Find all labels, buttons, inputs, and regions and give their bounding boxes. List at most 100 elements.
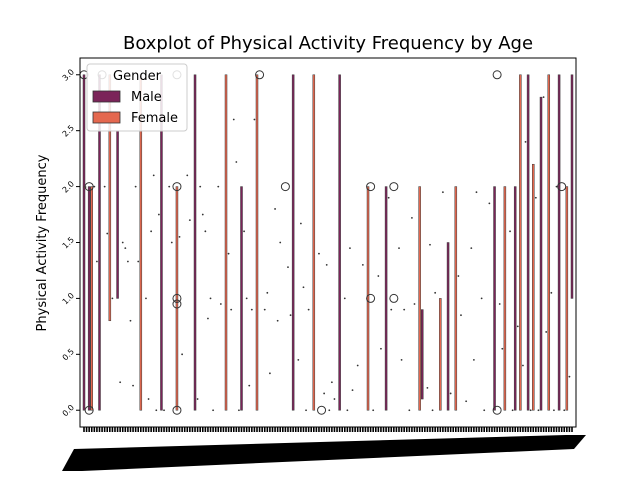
data-point [93,185,96,188]
box [547,74,551,411]
data-point [147,398,150,400]
data-point [178,236,181,238]
data-point [465,400,468,403]
data-point [121,241,124,244]
data-point [181,353,184,356]
data-point [408,409,411,412]
box [446,242,450,411]
data-point [501,347,504,350]
box [175,186,179,411]
data-point [170,241,173,244]
legend: Gender Male Female [86,63,188,132]
data-point [483,409,486,412]
box [420,309,424,400]
data-point [132,384,134,387]
box [224,74,228,411]
data-point [472,359,475,361]
data-point [475,191,478,194]
box [116,130,119,299]
data-point [163,409,165,412]
outlier-marker [317,405,327,415]
outlier-marker [172,182,182,192]
data-point [219,303,222,305]
box [570,74,574,299]
data-point [349,247,351,249]
data-point [460,314,462,317]
legend-label-male: Male [131,90,162,105]
data-point [269,372,271,375]
data-point [238,409,240,412]
data-point [534,196,537,199]
box [519,74,522,411]
data-point [227,252,230,255]
data-point [330,381,333,384]
outlier-marker [172,405,182,415]
data-point [155,409,158,412]
data-point [263,308,266,311]
data-point [279,241,282,244]
box [565,186,569,411]
boxes-layer [82,74,574,411]
x-tick-labels [62,435,586,471]
outlier-marker [84,405,94,415]
data-point [449,392,452,395]
data-point [333,398,336,400]
data-point [545,331,548,333]
data-point [387,196,390,199]
box [255,74,259,411]
data-point [516,325,519,328]
data-point [509,230,511,233]
data-point [403,308,406,311]
data-point [274,208,276,210]
box [539,96,543,411]
outlier-marker [172,293,182,303]
data-point [289,314,292,317]
data-point [287,266,289,268]
data-point [212,409,215,412]
data-point [434,291,437,294]
data-point [568,375,571,378]
x-axis [62,427,586,471]
legend-swatch-male [92,90,121,103]
data-point [542,96,545,99]
data-point [328,409,331,412]
outlier-marker [255,70,265,80]
box [312,74,316,411]
data-point [377,275,380,277]
data-point [245,297,248,300]
dots-layer [93,96,571,412]
outlier-marker [172,299,182,309]
data-point [325,263,328,266]
data-point [343,297,346,300]
box [503,186,507,411]
box [454,186,458,411]
box [193,74,197,411]
data-point [250,308,253,311]
data-point [398,247,400,249]
data-point [248,384,251,387]
data-point [186,174,189,177]
data-point [299,222,302,225]
data-point [302,286,305,289]
data-point [431,409,434,412]
data-point [209,297,212,300]
legend-label-female: Female [131,111,178,126]
data-point [498,303,501,305]
box [366,186,370,411]
data-point [150,230,153,233]
data-point [134,185,137,188]
data-point [129,319,132,322]
data-point [199,185,202,188]
outlier-marker [366,293,376,303]
data-point [145,297,147,300]
outlier-marker [366,182,376,192]
y-axis-label: Physical Activity Frequency [35,154,50,331]
data-point [441,191,444,194]
data-point [480,297,483,300]
data-point [201,213,204,216]
data-point [488,202,491,205]
data-point [537,409,540,412]
data-point [276,319,279,322]
box [90,186,93,411]
data-point [137,260,140,263]
